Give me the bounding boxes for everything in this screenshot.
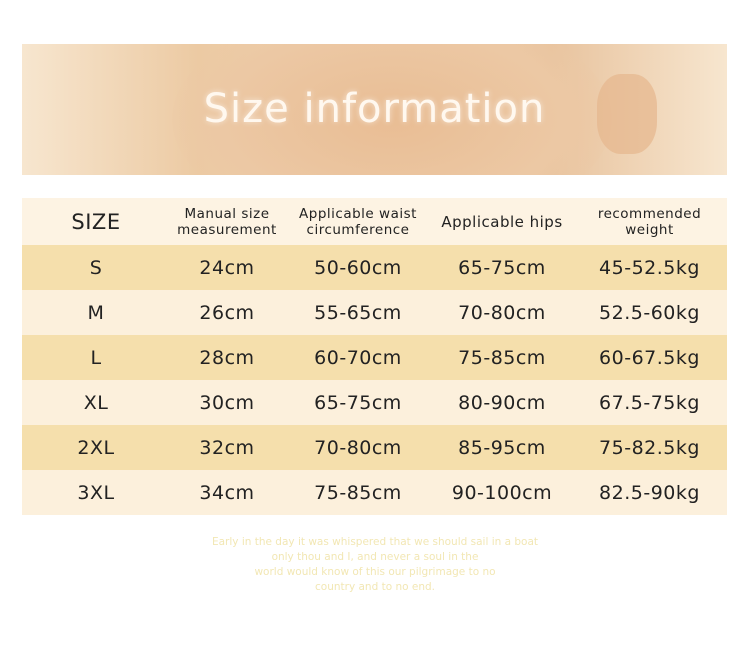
cell-manual-size: 32cm — [199, 436, 255, 459]
cell-waist: 55-65cm — [314, 301, 402, 324]
cell-weight: 52.5-60kg — [599, 301, 700, 324]
table-row: 2XL 32cm 70-80cm 85-95cm 75-82.5kg — [22, 425, 727, 470]
banner-image: Size information — [22, 44, 727, 175]
cell-hips: 65-75cm — [458, 256, 546, 279]
header-waist: Applicable waist circumference — [299, 205, 417, 238]
banner-title: Size information — [203, 86, 546, 132]
cell-waist: 65-75cm — [314, 391, 402, 414]
cell-size: M — [87, 301, 105, 324]
cell-size: XL — [83, 391, 109, 414]
cell-size: 3XL — [77, 481, 115, 504]
header-weight: recommended weight — [597, 205, 702, 238]
cell-weight: 82.5-90kg — [599, 481, 700, 504]
cell-size: S — [89, 256, 103, 279]
cell-size: L — [90, 346, 102, 369]
cell-size: 2XL — [77, 436, 115, 459]
table-row: M 26cm 55-65cm 70-80cm 52.5-60kg — [22, 290, 727, 335]
model-hand-image — [597, 74, 657, 154]
cell-manual-size: 26cm — [199, 301, 255, 324]
footer-line: Early in the day it was whispered that w… — [211, 536, 539, 548]
cell-weight: 67.5-75kg — [599, 391, 700, 414]
cell-weight: 75-82.5kg — [599, 436, 700, 459]
cell-weight: 45-52.5kg — [599, 256, 700, 279]
footer-line: world would know of this our pilgrimage … — [254, 566, 496, 578]
table-row: L 28cm 60-70cm 75-85cm 60-67.5kg — [22, 335, 727, 380]
cell-manual-size: 28cm — [199, 346, 255, 369]
cell-waist: 75-85cm — [314, 481, 402, 504]
cell-waist: 50-60cm — [314, 256, 402, 279]
table-row: XL 30cm 65-75cm 80-90cm 67.5-75kg — [22, 380, 727, 425]
size-table: SIZE Manual size measurement Applicable … — [22, 198, 727, 515]
table-header-row: SIZE Manual size measurement Applicable … — [22, 198, 727, 245]
cell-manual-size: 30cm — [199, 391, 255, 414]
cell-hips: 70-80cm — [458, 301, 546, 324]
table-row: S 24cm 50-60cm 65-75cm 45-52.5kg — [22, 245, 727, 290]
cell-waist: 60-70cm — [314, 346, 402, 369]
header-size: SIZE — [71, 209, 121, 234]
footer-line: only thou and I, and never a soul in the — [271, 551, 479, 563]
table-row: 3XL 34cm 75-85cm 90-100cm 82.5-90kg — [22, 470, 727, 515]
cell-hips: 90-100cm — [451, 481, 553, 504]
cell-hips: 80-90cm — [458, 391, 546, 414]
footer-line: country and to no end. — [315, 581, 435, 593]
cell-waist: 70-80cm — [314, 436, 402, 459]
cell-hips: 75-85cm — [458, 346, 546, 369]
model-body-image — [172, 44, 612, 175]
cell-weight: 60-67.5kg — [599, 346, 700, 369]
cell-manual-size: 34cm — [199, 481, 255, 504]
cell-hips: 85-95cm — [458, 436, 546, 459]
cell-manual-size: 24cm — [199, 256, 255, 279]
header-manual-size: Manual size measurement — [177, 205, 277, 238]
header-hips: Applicable hips — [441, 212, 563, 231]
footer-text: Early in the day it was whispered that w… — [190, 535, 560, 595]
